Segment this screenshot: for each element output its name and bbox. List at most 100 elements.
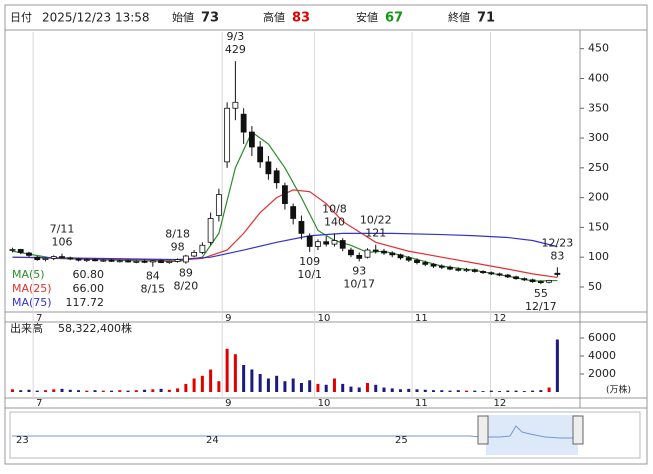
candle-body — [116, 260, 123, 263]
volume-bar — [481, 391, 485, 392]
volume-bar — [44, 390, 47, 392]
candle-body — [331, 240, 338, 245]
candle-body — [356, 255, 363, 259]
candle-body — [298, 221, 305, 234]
annotation-value: 83 — [550, 249, 564, 262]
navigator-label: 25 — [395, 435, 408, 446]
candle-body — [9, 249, 16, 251]
y-tick-label: 100 — [588, 250, 609, 263]
candle-body — [191, 252, 198, 257]
candle-body — [133, 260, 140, 263]
volume-bar — [217, 381, 221, 392]
close-value: 71 — [477, 11, 495, 26]
low-label: 安値 — [356, 10, 378, 24]
volume-bar — [27, 389, 31, 392]
candle-body — [521, 278, 528, 281]
navigator-handle[interactable] — [477, 415, 489, 445]
volume-bar — [555, 339, 559, 392]
volume-bar — [19, 390, 23, 392]
low-value: 67 — [385, 11, 403, 26]
candle-body — [199, 244, 206, 253]
volume-bar — [101, 390, 105, 392]
volume-bar — [200, 375, 204, 392]
volume-bar — [291, 378, 295, 392]
candle-body — [108, 259, 115, 262]
candle-body — [488, 272, 495, 275]
ma-legend-box — [10, 268, 106, 308]
y-tick-label: 4000 — [588, 349, 616, 362]
volume-bar — [60, 388, 64, 392]
x-tick-label: 7 — [36, 398, 42, 409]
volume-bar — [176, 388, 180, 392]
candle-body — [455, 268, 462, 271]
candle-body — [83, 259, 90, 261]
candle-body — [290, 206, 297, 219]
volume-bar — [382, 387, 386, 392]
annotation-value: 140 — [324, 215, 345, 228]
candle-body — [339, 240, 346, 249]
volume-bar — [357, 387, 361, 392]
volume-bar — [151, 389, 155, 392]
candle-body — [257, 146, 264, 163]
volume-bar — [275, 375, 279, 392]
navigator-handle[interactable] — [572, 415, 584, 445]
candle-body — [471, 269, 478, 272]
candle-body — [463, 269, 470, 272]
volume-bar — [365, 383, 369, 392]
x-tick-label: 10 — [318, 398, 331, 409]
volume-bar — [539, 390, 543, 392]
navigator-label: 24 — [206, 435, 219, 446]
x-tick-label: 7 — [36, 313, 42, 324]
volume-bar — [440, 390, 444, 392]
volume-bar — [93, 390, 97, 392]
candle-body — [182, 255, 189, 263]
candle-body — [306, 235, 313, 247]
volume-bar — [299, 383, 303, 392]
candle-body — [232, 101, 239, 109]
candle-body — [59, 256, 65, 259]
volume-bar — [134, 390, 138, 392]
open-label: 始値 — [172, 10, 194, 24]
candle-body — [414, 259, 420, 263]
volume-bar — [432, 390, 436, 392]
volume-bar — [35, 390, 39, 392]
candle-body — [546, 280, 553, 283]
candle-body — [480, 271, 486, 274]
annotation-value: 109 — [299, 255, 320, 268]
ma-legend-name: MA(5) — [12, 268, 45, 281]
x-tick-label: 9 — [225, 398, 231, 409]
volume-bar — [341, 383, 345, 392]
candle-body — [34, 256, 41, 260]
volume-bar — [192, 378, 196, 392]
volume-bar — [456, 390, 460, 392]
x-tick-label: 12 — [493, 313, 506, 324]
candle-body — [447, 266, 453, 270]
navigator-window — [486, 415, 578, 455]
volume-bar — [283, 381, 287, 392]
candle-body — [174, 259, 181, 262]
ma-legend-name: MA(25) — [12, 282, 52, 295]
volume-bar — [415, 389, 419, 392]
close-label: 終値 — [448, 10, 470, 24]
candle-body — [438, 265, 445, 268]
candle-body — [282, 185, 288, 204]
volume-bar — [209, 369, 213, 392]
candle-body — [529, 279, 536, 283]
volume-bar — [10, 389, 14, 392]
annotation-value: 106 — [52, 236, 73, 249]
candle-body — [207, 218, 214, 243]
candle-body — [92, 259, 98, 262]
candle-body — [422, 262, 429, 265]
candle-body — [348, 249, 354, 256]
volume-bar — [143, 389, 147, 392]
annotation-value: 93 — [352, 264, 366, 277]
candle-body — [265, 161, 272, 175]
volume-bar — [52, 389, 56, 392]
volume-bar — [258, 374, 262, 392]
ma-legend-value: 66.00 — [73, 282, 105, 295]
annotation-date: 8/15 — [140, 283, 165, 296]
ma-legend-value: 117.72 — [66, 296, 105, 309]
annotation-date: 10/17 — [343, 277, 375, 290]
volume-unit: (万株) — [606, 384, 631, 396]
candle-body — [323, 241, 330, 245]
